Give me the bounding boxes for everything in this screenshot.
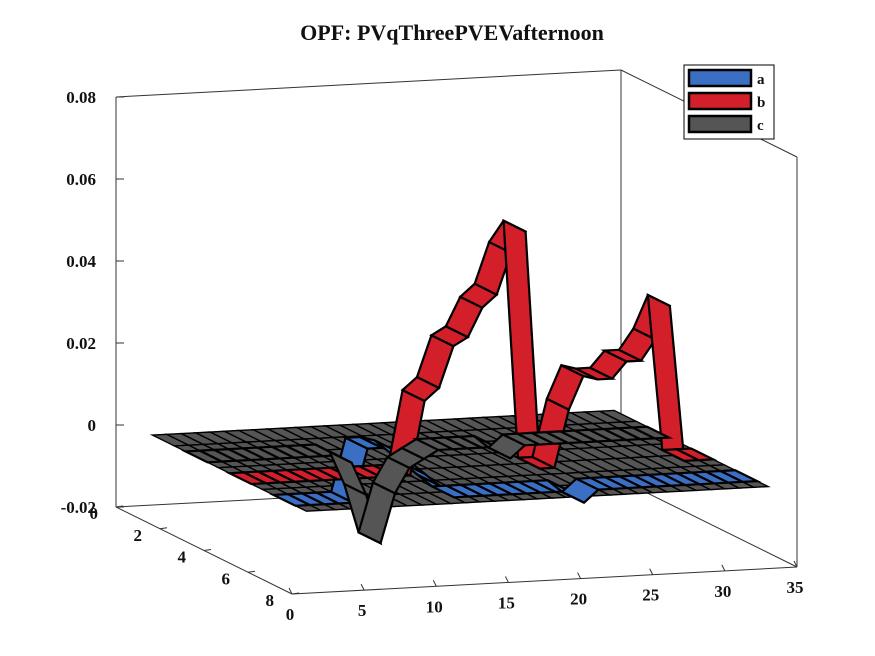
- axis-edge-floor-front: [291, 566, 798, 595]
- legend-label-b: b: [757, 95, 765, 111]
- legend: a b c: [683, 64, 775, 140]
- surface-cell-b: [672, 447, 718, 462]
- x-tick-label: 5: [358, 601, 367, 620]
- z-tick-label: -0.02: [61, 498, 96, 517]
- y-tick-label: 8: [266, 591, 275, 610]
- axis-edge-floor-right: [620, 479, 798, 568]
- surface-cell-a: [716, 469, 762, 483]
- x-tick-label: 15: [498, 593, 515, 612]
- x-tick-mark: [649, 568, 654, 575]
- x-tick-label: 20: [570, 590, 587, 609]
- x-tick-mark: [360, 583, 365, 591]
- z-tick-label: 0.08: [66, 88, 96, 107]
- x-tick-label: 35: [787, 578, 804, 597]
- plot-surfaces: [149, 218, 771, 546]
- x-tick-label: 0: [286, 605, 295, 624]
- x-tick-mark: [721, 564, 726, 572]
- x-tick-mark: [504, 576, 509, 583]
- y-tick-mark: [291, 592, 300, 595]
- chart-title: OPF: PVqThreePVEVafternoon: [300, 20, 604, 45]
- x-tick-label: 10: [426, 597, 443, 616]
- y-tick-label: 0: [90, 504, 99, 523]
- legend-swatch-c: [687, 114, 753, 134]
- x-tick-mark: [793, 560, 798, 568]
- x-tick-label: 25: [642, 586, 659, 605]
- legend-swatch-a: [687, 68, 753, 88]
- y-tick-label: 4: [178, 548, 187, 567]
- axis-ticks: 0 5 10 15 20 25 30 3502468-0.0200.020.040.060.0…: [61, 88, 804, 624]
- y-tick-label: 2: [134, 526, 143, 545]
- x-tick-mark: [432, 580, 437, 587]
- y-tick-mark: [159, 527, 168, 530]
- y-tick-mark: [203, 549, 212, 551]
- z-tick-label: 0: [88, 416, 97, 435]
- x-tick-label: 30: [714, 582, 731, 601]
- z-tick-label: 0.02: [66, 334, 96, 353]
- y-tick-label: 6: [222, 569, 231, 588]
- legend-swatch-b: [687, 91, 753, 111]
- y-tick-mark: [247, 570, 256, 573]
- x-tick-mark: [288, 587, 293, 595]
- surface-cell-c: [628, 425, 674, 440]
- z-tick-label: 0.06: [66, 170, 96, 189]
- legend-label-a: a: [757, 72, 765, 88]
- legend-label-c: c: [757, 118, 764, 134]
- x-tick-mark: [577, 572, 582, 579]
- z-tick-label: 0.04: [66, 252, 96, 271]
- axis-edge-top-back: [115, 69, 622, 98]
